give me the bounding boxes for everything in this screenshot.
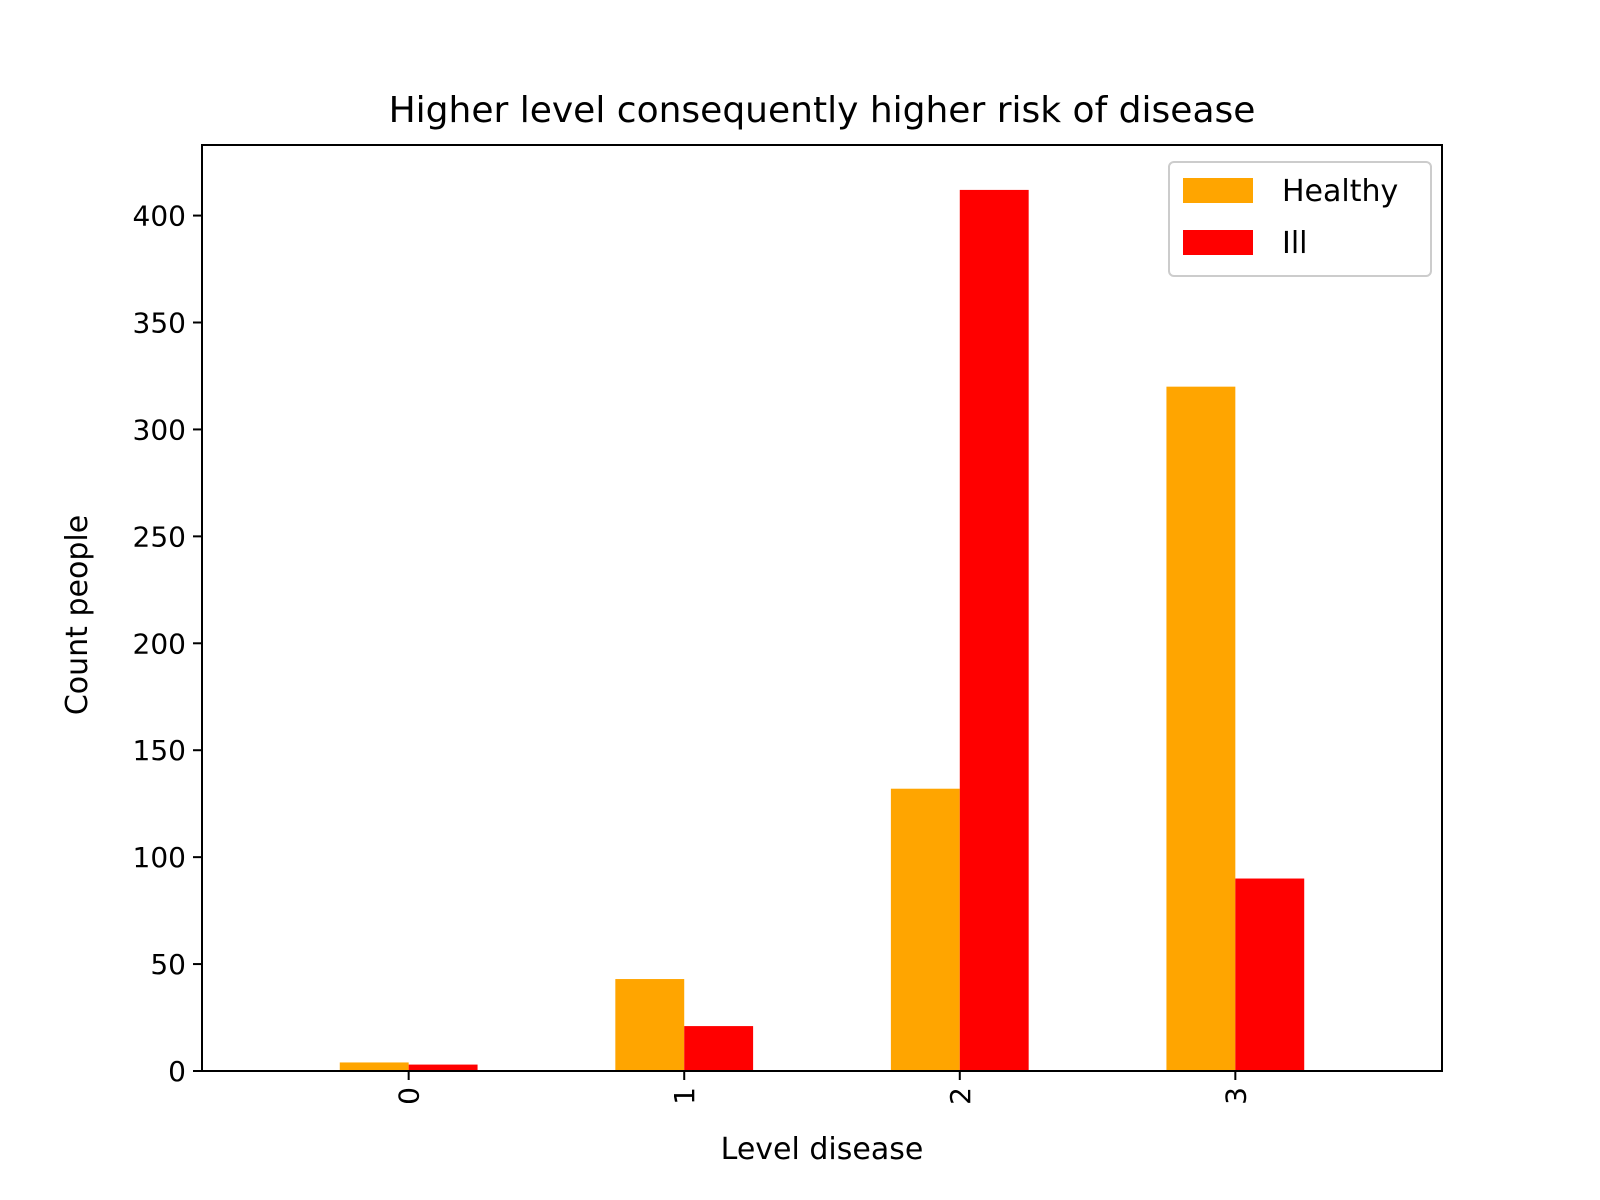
bar-ill-3 — [1235, 878, 1305, 1071]
legend-swatch-ill — [1183, 230, 1253, 255]
x-tick-label: 3 — [1219, 1087, 1252, 1105]
y-tick-label: 300 — [133, 413, 186, 446]
y-tick-label: 50 — [150, 948, 186, 981]
plot-area-frame — [201, 144, 1443, 1072]
y-tick-label: 0 — [168, 1055, 186, 1088]
y-tick-label: 350 — [133, 307, 186, 340]
y-axis-ticks: 0 50 100 150 200 250 300 350 400 — [133, 200, 202, 1088]
y-tick-label: 250 — [133, 520, 186, 553]
bar-ill-1 — [684, 1026, 754, 1071]
y-tick-label: 400 — [133, 200, 186, 233]
bar-healthy-2 — [890, 788, 960, 1071]
bar-healthy-0 — [339, 1062, 409, 1071]
bar-healthy-1 — [615, 979, 685, 1071]
y-axis-label: Count people — [60, 515, 95, 715]
bar-ill-0 — [408, 1064, 478, 1071]
x-tick-label: 2 — [944, 1087, 977, 1105]
y-tick-label: 100 — [133, 841, 186, 874]
y-tick-label: 200 — [133, 627, 186, 660]
x-tick-label: 0 — [393, 1087, 426, 1105]
y-tick-label: 150 — [133, 734, 186, 767]
bar-ill-2 — [959, 189, 1029, 1071]
chart-title: Higher level consequently higher risk of… — [389, 90, 1256, 131]
legend-swatch-healthy — [1183, 178, 1253, 203]
legend-label-ill: Ill — [1282, 226, 1308, 261]
x-axis-label: Level disease — [721, 1132, 924, 1167]
x-axis-ticks: 0 1 2 3 — [393, 1071, 1252, 1105]
legend-label-healthy: Healthy — [1282, 174, 1398, 209]
bar-healthy-3 — [1166, 386, 1236, 1071]
x-tick-label: 1 — [668, 1087, 701, 1105]
legend: Healthy Ill — [1168, 161, 1432, 277]
bars-group — [339, 189, 1305, 1071]
